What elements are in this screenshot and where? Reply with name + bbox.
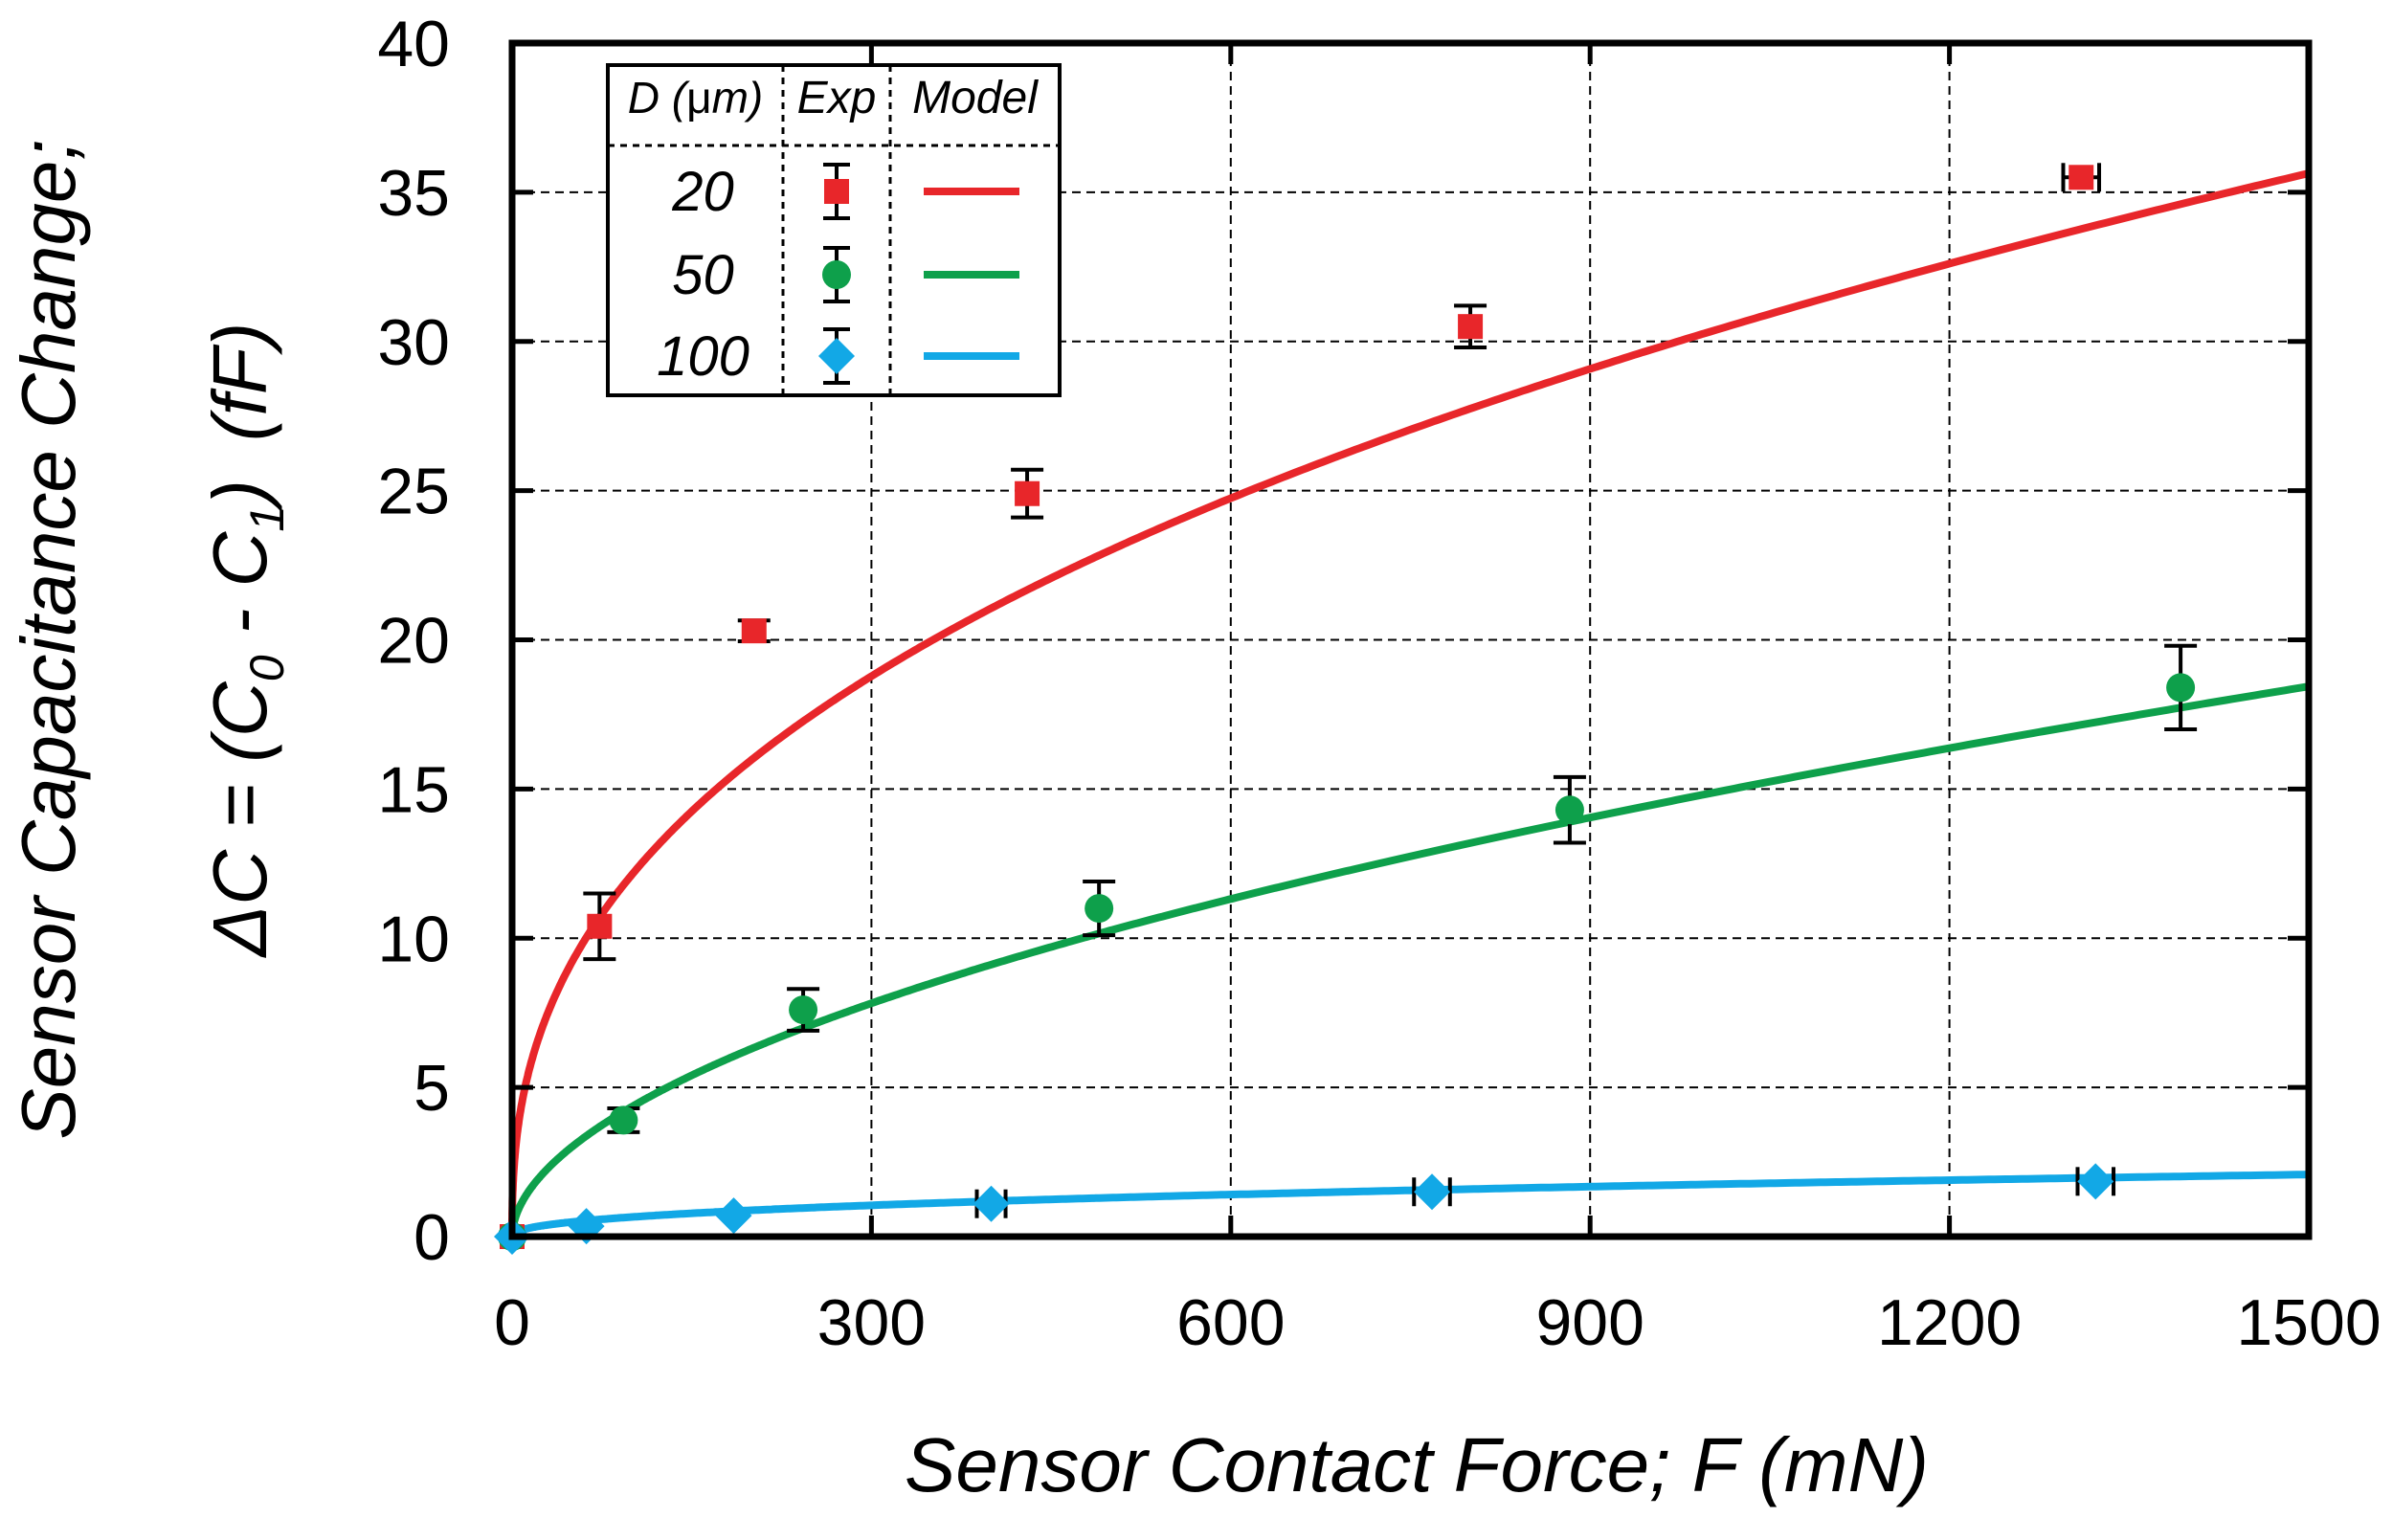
legend-marker-100 — [818, 338, 855, 374]
legend-marker-50 — [822, 260, 851, 289]
legend-box — [606, 63, 1062, 397]
y-tick-label: 15 — [377, 753, 450, 826]
data-point-100 — [2077, 1163, 2114, 1200]
x-tick-label: 900 — [1535, 1286, 1644, 1359]
y-tick-label: 0 — [414, 1201, 450, 1274]
y-tick-label: 35 — [377, 157, 450, 230]
grid — [512, 43, 2309, 1237]
x-tick-label: 1500 — [2236, 1286, 2381, 1359]
x-axis-title: Sensor Contact Force; F (mN) — [905, 1422, 1929, 1507]
legend-label-50: 50 — [672, 244, 734, 306]
data-markers — [494, 163, 2198, 1255]
legend-label-20: 20 — [671, 161, 734, 223]
legend-header-exp: Exp — [797, 73, 877, 123]
model-curve-100 — [508, 1171, 2310, 1239]
data-point-20 — [1458, 314, 1484, 340]
data-point-100 — [973, 1185, 1010, 1222]
data-point-20 — [587, 913, 613, 939]
x-tick-label: 0 — [494, 1286, 530, 1359]
axis-ticks: 0 300 600 900 1200 1500 0 5 10 15 20 25 30 35 40 — [377, 8, 2381, 1359]
y-tick-label: 10 — [377, 903, 450, 975]
legend: D (μm) Exp Model 20 50 100 — [606, 63, 1062, 397]
data-point-20 — [2069, 165, 2094, 190]
model-curves — [508, 169, 2310, 1239]
legend-header-d: D (μm) — [628, 73, 763, 123]
y-tick-label: 25 — [377, 456, 450, 528]
plot-frame — [508, 39, 2313, 1240]
y-axis-title-line1: Sensor Capacitance Change; — [6, 139, 91, 1139]
legend-label-100: 100 — [657, 325, 749, 388]
legend-dividers — [608, 65, 1060, 395]
x-tick-label: 1200 — [1877, 1286, 2022, 1359]
y-tick-label: 40 — [377, 8, 450, 80]
legend-header-model: Model — [912, 73, 1039, 123]
y-axis-title-line2: ΔC = (C0 - C1)(fF) — [197, 323, 294, 959]
data-point-50 — [609, 1105, 638, 1135]
model-curve-20 — [508, 169, 2310, 1237]
x-tick-label: 600 — [1176, 1286, 1285, 1359]
legend-marker-20 — [824, 179, 849, 204]
data-point-50 — [1554, 795, 1584, 825]
x-tick-label: 300 — [817, 1286, 926, 1359]
data-point-50 — [1085, 894, 1114, 924]
y-tick-label: 5 — [414, 1052, 450, 1125]
data-point-50 — [2166, 673, 2196, 703]
y-tick-label: 20 — [377, 605, 450, 678]
model-curve-50 — [508, 682, 2310, 1237]
data-point-100 — [1414, 1173, 1451, 1211]
data-point-20 — [1015, 480, 1040, 506]
data-point-50 — [789, 995, 818, 1025]
legend-rows: 20 50 100 — [657, 161, 1019, 388]
y-tick-label: 30 — [377, 306, 450, 379]
data-point-20 — [741, 618, 767, 644]
data-point-100 — [715, 1197, 752, 1235]
